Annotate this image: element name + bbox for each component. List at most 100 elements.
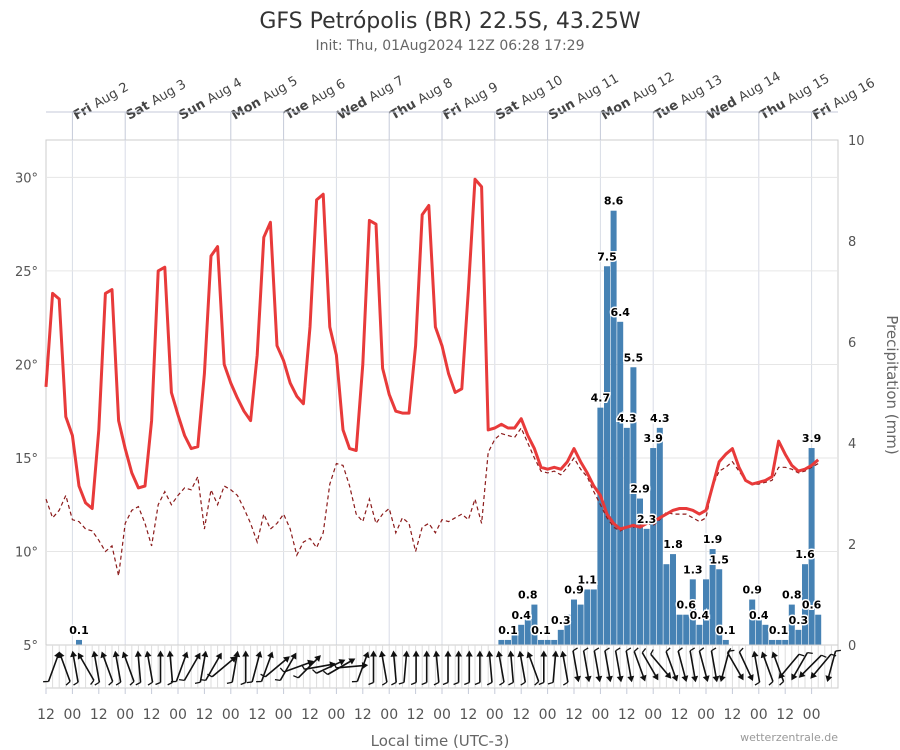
wind-arrow-shaft	[633, 651, 646, 680]
precip-bar	[802, 564, 808, 645]
wind-arrow-barb	[665, 647, 671, 652]
wind-arrow-head	[201, 650, 209, 658]
wind-arrow-head	[144, 650, 152, 658]
wind-arrow-head	[737, 673, 744, 681]
wind-arrow-head	[627, 675, 635, 683]
wind-arrow	[121, 651, 135, 686]
wind-arrow	[474, 650, 484, 686]
precip-bar	[597, 407, 604, 645]
wind-arrow	[442, 650, 452, 686]
precip-bar	[531, 604, 538, 645]
wind-arrow-shaft	[761, 653, 774, 682]
wind-arrow	[368, 650, 377, 686]
wind-arrow-shaft	[509, 652, 515, 683]
precip-data-label: 5.5	[624, 351, 644, 364]
wind-arrow-barb	[474, 681, 481, 686]
wind-arrow-head	[476, 650, 484, 657]
wind-arrow-shaft	[336, 664, 367, 669]
wind-arrow	[57, 651, 71, 686]
wind-arrow	[614, 647, 624, 683]
wind-arrow	[200, 652, 222, 681]
precip-bar	[643, 528, 650, 645]
precip-bar	[788, 604, 795, 645]
wind-arrow-head	[267, 651, 274, 659]
wind-arrow-head	[825, 675, 833, 682]
wind-arrow	[293, 655, 321, 679]
y2-tick-label: 6	[848, 336, 856, 351]
precip-bar	[749, 599, 756, 645]
wind-arrow-head	[77, 652, 84, 660]
wind-arrow	[810, 653, 837, 679]
precip-bars	[76, 210, 822, 645]
wind-arrow-head	[255, 651, 263, 658]
wind-arrow-shaft	[231, 652, 239, 683]
wind-arrow-shaft	[710, 650, 718, 681]
precip-data-label: 3.9	[643, 432, 663, 445]
wind-arrow-barb	[194, 681, 201, 684]
precip-bar	[650, 448, 657, 645]
wind-arrow-barb	[398, 681, 405, 685]
wind-arrow-barb	[381, 681, 388, 686]
x-tick-label: 12	[248, 707, 266, 723]
precip-data-label: 1.9	[703, 533, 723, 546]
wind-arrow-shaft	[392, 652, 397, 683]
wind-arrow-head	[121, 651, 129, 659]
wind-arrow-head	[290, 652, 297, 660]
precip-bar	[722, 639, 729, 645]
wind-arrow-barb	[323, 670, 329, 676]
wind-arrow-barb	[410, 681, 417, 686]
wind-arrow-head	[559, 650, 567, 658]
wind-arrow-shaft	[279, 653, 296, 681]
wind-barbs	[43, 644, 841, 689]
wind-arrow-head	[810, 671, 817, 679]
wind-arrow-shaft	[251, 652, 261, 683]
wind-arrow	[689, 647, 699, 683]
wind-arrow	[751, 650, 761, 686]
wind-arrow-head	[517, 650, 525, 658]
wind-arrow-barb	[633, 647, 639, 652]
x-tick-label: 00	[591, 707, 609, 723]
wind-arrow	[547, 650, 559, 685]
precip-data-label: 0.1	[498, 624, 518, 637]
wind-arrow-head	[194, 652, 201, 660]
wind-arrow-shaft	[650, 653, 671, 678]
wind-arrow-head	[70, 650, 78, 658]
precip-bar	[782, 639, 789, 645]
wind-arrow	[246, 651, 263, 684]
wind-arrow-shaft	[47, 653, 60, 682]
wind-arrow	[559, 650, 569, 686]
wind-arrow	[410, 650, 420, 686]
wind-arrow-barb	[433, 681, 440, 686]
day-label-date: Aug 4	[205, 75, 245, 107]
wind-arrow-barb	[726, 648, 732, 654]
wind-arrow-shaft	[614, 650, 622, 681]
wind-arrow-shaft	[552, 652, 557, 683]
precip-bar	[755, 619, 762, 645]
wind-arrow-barb	[499, 681, 505, 686]
wind-arrow-head	[378, 650, 386, 658]
wind-arrow-barb	[821, 654, 827, 658]
x-tick-label: 12	[512, 707, 530, 723]
wind-arrow-head	[134, 650, 142, 657]
precip-bar	[76, 639, 82, 645]
wind-arrow	[207, 656, 237, 678]
wind-arrow-barb	[830, 653, 837, 657]
y2-tick-label: 0	[848, 639, 856, 654]
precip-data-label: 8.6	[604, 195, 624, 208]
wind-arrow-head	[747, 674, 754, 682]
wind-arrow-shaft	[625, 650, 633, 681]
dewpoint-line	[45, 426, 819, 576]
precip-data-label: 1.6	[795, 548, 815, 561]
wind-arrow-barb	[699, 647, 705, 652]
precip-bar	[815, 614, 822, 645]
wind-arrow-barb	[256, 680, 262, 683]
x-tick-label: 12	[565, 707, 583, 723]
day-label-date: Aug 5	[260, 74, 300, 106]
wind-arrow-head	[181, 651, 189, 659]
wind-arrow-head	[242, 650, 250, 657]
wind-arrow-barb	[807, 652, 813, 655]
wind-arrow-head	[338, 659, 346, 666]
precip-bar	[617, 321, 624, 645]
precip-bar	[676, 614, 683, 645]
wind-arrow	[312, 659, 346, 674]
